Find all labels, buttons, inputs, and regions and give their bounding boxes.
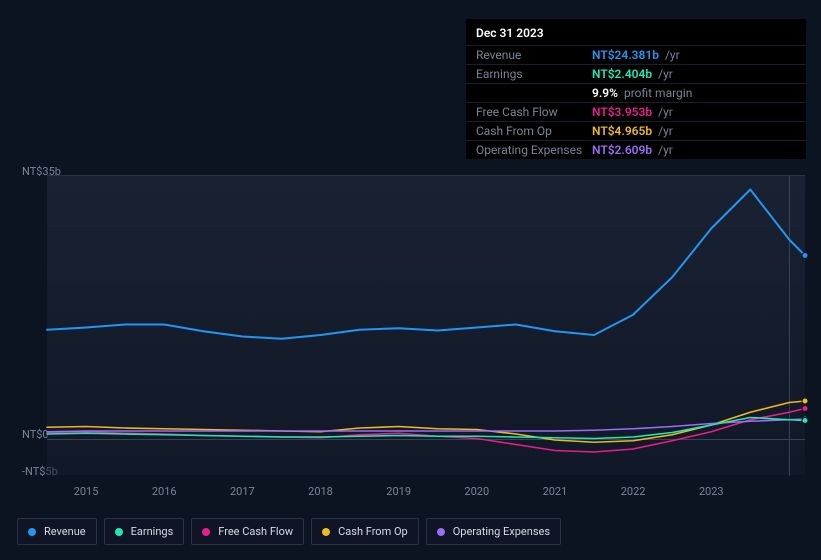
series-end-marker (802, 253, 808, 259)
legend-item[interactable]: Earnings (104, 518, 185, 545)
legend-dot-icon (322, 528, 330, 536)
x-axis-label: 2016 (152, 485, 177, 498)
x-axis-label: 2020 (464, 485, 489, 498)
legend-item[interactable]: Cash From Op (311, 518, 419, 545)
tooltip-row: Free Cash FlowNT$3.953b /yr (466, 102, 806, 121)
tooltip-value: NT$3.953b /yr (592, 105, 673, 119)
tooltip-row: RevenueNT$24.381b /yr (466, 45, 806, 64)
series-end-marker (802, 418, 808, 424)
tooltip-value: 9.9% profit margin (592, 86, 692, 100)
legend-dot-icon (437, 528, 445, 536)
legend-dot-icon (28, 528, 36, 536)
tooltip-row: EarningsNT$2.404b /yr (466, 64, 806, 83)
x-axis: 2015 2016 2017 2018 2019 2020 2021 2022 2023 (47, 485, 805, 505)
x-axis-label: 2018 (308, 485, 333, 498)
tooltip-label: Earnings (476, 67, 592, 81)
tooltip-label: Revenue (476, 48, 592, 62)
x-axis-label: 2017 (230, 485, 255, 498)
tooltip-label: Cash From Op (476, 124, 592, 138)
legend-item[interactable]: Revenue (17, 518, 97, 545)
tooltip-row: Cash From OpNT$4.965b /yr (466, 121, 806, 140)
tooltip-label: Free Cash Flow (476, 105, 592, 119)
legend-item[interactable]: Free Cash Flow (191, 518, 304, 545)
x-axis-label: 2022 (621, 485, 646, 498)
legend-label: Revenue (44, 525, 86, 538)
tooltip-row: 9.9% profit margin (466, 83, 806, 102)
tooltip-value: NT$24.381b /yr (592, 48, 680, 62)
chart-tooltip: Dec 31 2023 RevenueNT$24.381b /yrEarning… (466, 19, 806, 159)
x-axis-label: 2015 (74, 485, 99, 498)
series-line (47, 190, 805, 339)
plot-area[interactable] (47, 175, 805, 475)
chart-legend: Revenue Earnings Free Cash Flow Cash From O… (17, 518, 561, 545)
tooltip-value: NT$2.404b /yr (592, 67, 673, 81)
tooltip-date: Dec 31 2023 (466, 19, 806, 45)
financial-line-chart: NT$35bNT$0-NT$5b 20152016201720182019202… (17, 150, 805, 510)
y-axis-label: NT$0 (22, 428, 49, 441)
legend-dot-icon (115, 528, 123, 536)
legend-label: Earnings (131, 525, 174, 538)
legend-item[interactable]: Operating Expenses (426, 518, 561, 545)
legend-dot-icon (202, 528, 210, 536)
x-axis-label: 2019 (386, 485, 411, 498)
x-axis-label: 2023 (699, 485, 724, 498)
x-axis-label: 2021 (543, 485, 568, 498)
tooltip-value: NT$4.965b /yr (592, 124, 673, 138)
legend-label: Cash From Op (338, 525, 408, 538)
series-end-marker (802, 398, 808, 404)
legend-label: Free Cash Flow (218, 525, 293, 538)
legend-label: Operating Expenses (453, 525, 550, 538)
series-end-marker (802, 406, 808, 412)
